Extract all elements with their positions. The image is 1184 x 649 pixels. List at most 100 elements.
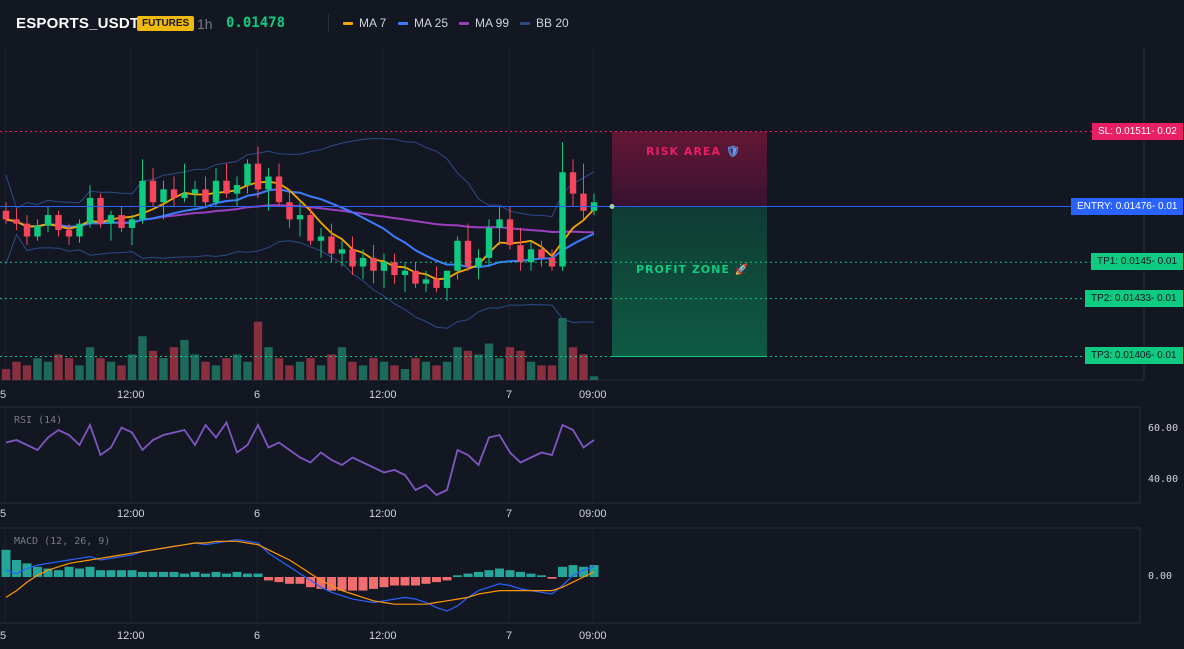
x-tick-label: 5 xyxy=(0,630,7,642)
candle-body xyxy=(23,223,31,237)
rocket-icon: 🚀 xyxy=(734,263,750,276)
volume-bar xyxy=(117,365,126,380)
macd-histogram-bar xyxy=(516,571,525,577)
profit-zone xyxy=(612,206,767,357)
volume-bar xyxy=(369,358,378,380)
candle-body xyxy=(223,180,230,194)
volume-bar xyxy=(306,358,315,380)
volume-bar xyxy=(558,318,567,380)
macd-histogram-bar xyxy=(400,577,410,586)
candle-body xyxy=(307,215,314,241)
macd-histogram-bar xyxy=(274,577,284,583)
shield-icon: 🛡 xyxy=(725,145,741,158)
level-tag-suffix: - 0.02 xyxy=(1151,125,1177,137)
legend-ma99-label: MA 99 xyxy=(475,16,510,30)
volume-bar xyxy=(589,376,599,380)
candle-body xyxy=(370,257,377,271)
macd-histogram-bar xyxy=(295,577,305,584)
volume-bar xyxy=(411,358,420,380)
volume-bar xyxy=(64,358,74,380)
macd-histogram-bar xyxy=(127,570,137,577)
macd-histogram-bar xyxy=(537,575,546,577)
legend-ma7[interactable]: MA 7 xyxy=(343,16,386,30)
macd-histogram-bar xyxy=(211,571,221,577)
candle-body xyxy=(517,245,524,263)
candle-body xyxy=(65,230,73,237)
candle-body xyxy=(317,236,325,241)
macd-histogram-bar xyxy=(159,571,168,577)
volume-bar xyxy=(547,365,557,380)
macd-histogram-bar xyxy=(96,570,105,577)
macd-histogram-bar xyxy=(243,573,252,577)
x-tick-label: 09:00 xyxy=(579,389,607,401)
macd-histogram-bar xyxy=(463,573,473,577)
candle-body xyxy=(254,163,262,190)
volume-bar xyxy=(85,347,95,380)
volume-bar xyxy=(484,343,494,380)
candle-body xyxy=(286,202,293,220)
risk-area-text: RISK AREA xyxy=(646,145,721,158)
volume-bar xyxy=(400,369,410,380)
macd-histogram-bar xyxy=(64,566,74,577)
level-tag-label: TP3: 0.01406 xyxy=(1091,350,1152,362)
ma25-line xyxy=(5,188,595,269)
timeframe-label[interactable]: 1h xyxy=(197,16,213,32)
x-tick-label: 6 xyxy=(254,508,261,520)
volume-bar xyxy=(222,358,231,380)
symbol-title[interactable]: ESPORTS_USDT xyxy=(16,15,140,32)
candle-body xyxy=(559,172,566,267)
level-tag-entry[interactable]: ENTRY: 0.01476 - 0.01 xyxy=(1071,197,1184,215)
legend-bb20[interactable]: BB 20 xyxy=(520,16,569,30)
volume-bar xyxy=(495,358,504,380)
macd-histogram-bar xyxy=(222,573,231,577)
rsi-line xyxy=(5,420,595,497)
macd-histogram-bar xyxy=(442,577,452,581)
macd-histogram-bar xyxy=(138,571,147,577)
x-tick-label: 6 xyxy=(254,630,261,642)
candle-body xyxy=(349,249,356,267)
candle-body xyxy=(538,249,545,258)
macd-histogram-bar xyxy=(148,571,158,577)
x-tick-label: 12:00 xyxy=(369,630,397,642)
volume-bar xyxy=(232,354,242,380)
candle-body xyxy=(202,189,209,203)
candle-body xyxy=(275,176,283,203)
candle-body xyxy=(34,225,41,237)
macd-histogram-bar xyxy=(75,568,84,577)
candle-body xyxy=(496,219,503,228)
candle-body xyxy=(233,185,241,194)
x-tick-label: 6 xyxy=(254,389,261,401)
level-tag-sl[interactable]: SL: 0.01511 - 0.02 xyxy=(1092,122,1183,140)
level-tag-tp2[interactable]: TP2: 0.01433 - 0.01 xyxy=(1085,289,1183,307)
macd-histogram-bar xyxy=(306,577,315,588)
volume-bar xyxy=(327,354,336,380)
macd-histogram-bar xyxy=(474,571,483,577)
macd-histogram-bar xyxy=(453,575,462,577)
macd-histogram-bar xyxy=(526,573,536,577)
legend-ma99[interactable]: MA 99 xyxy=(459,16,509,30)
level-tag-suffix: - 0.01 xyxy=(1151,200,1178,212)
candle-body xyxy=(97,197,104,224)
volume-bar xyxy=(526,361,536,380)
volume-bar xyxy=(33,358,42,380)
x-tick-label: 7 xyxy=(506,630,513,642)
candle-body xyxy=(485,227,493,258)
volume-bar xyxy=(138,336,147,380)
futures-badge: FUTURES xyxy=(137,16,195,31)
level-tag-tp1[interactable]: TP1: 0.0145 - 0.01 xyxy=(1091,253,1184,271)
volume-bar xyxy=(211,365,221,380)
volume-bar xyxy=(463,350,473,380)
macd-histogram-bar xyxy=(1,549,11,577)
level-tag-tp3[interactable]: TP3: 0.01406 - 0.01 xyxy=(1085,347,1183,365)
volume-bar xyxy=(421,361,431,380)
volume-bar xyxy=(474,354,483,380)
macd-histogram-bar xyxy=(285,577,294,584)
candle-body xyxy=(44,215,52,226)
candle-body xyxy=(433,279,440,288)
volume-bar xyxy=(274,358,284,380)
legend-ma25[interactable]: MA 25 xyxy=(398,16,448,30)
entry-marker-dot xyxy=(609,204,615,210)
macd-histogram-bar xyxy=(43,568,53,577)
volume-bar xyxy=(316,365,326,380)
